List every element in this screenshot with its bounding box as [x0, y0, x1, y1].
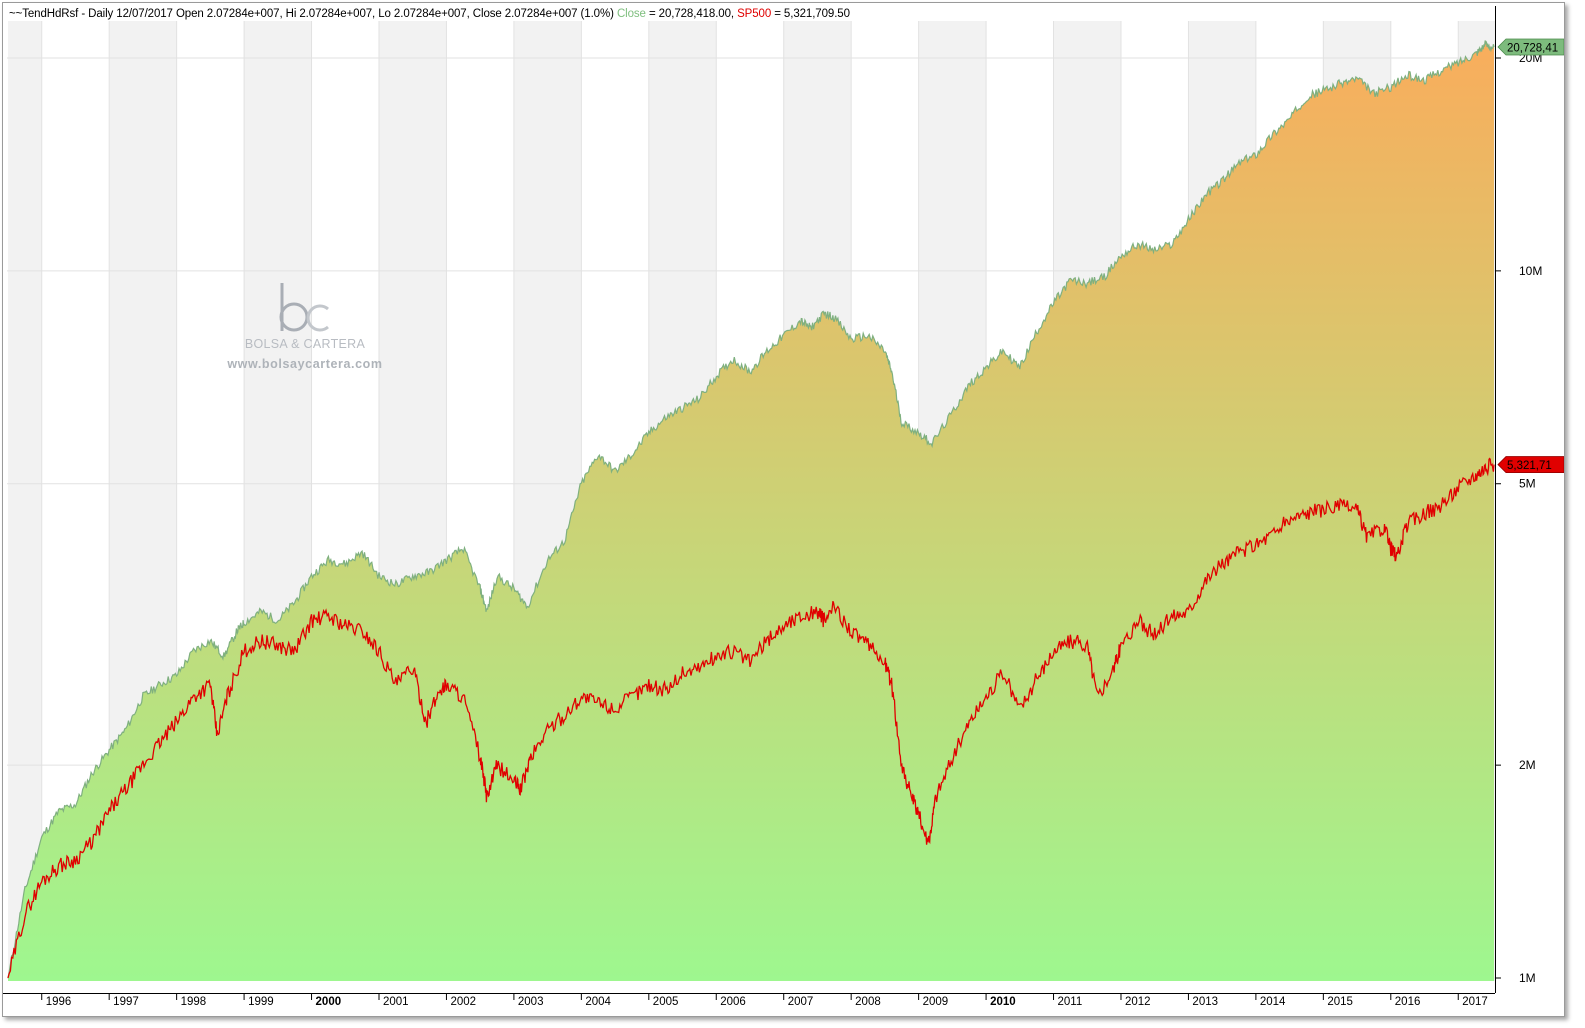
- x-tick-label: 2015: [1327, 996, 1353, 1008]
- x-tick-label: 2008: [855, 996, 881, 1008]
- x-tick-label: 2016: [1395, 996, 1421, 1008]
- x-tick-label: 2005: [653, 996, 679, 1008]
- x-tick-label: 2001: [383, 996, 409, 1008]
- chart-header: ~~TendHdRsf - Daily 12/07/2017 Open 2.07…: [9, 8, 850, 20]
- header-close-label: Close: [616, 8, 646, 20]
- badge-close: 20,728,41: [1497, 38, 1564, 56]
- x-tick-label: 2003: [518, 996, 544, 1008]
- x-tick-label: 1998: [181, 996, 207, 1008]
- y-tick-label: 2M: [1519, 758, 1536, 772]
- x-tick-label: 2007: [788, 996, 814, 1008]
- badge-sp500: 5,321,71: [1497, 456, 1564, 473]
- x-tick-label: 2011: [1058, 996, 1083, 1008]
- header-close-value: = 20,728,418.00,: [645, 8, 738, 20]
- x-tick-label: 2014: [1260, 996, 1286, 1008]
- x-tick-label: 2009: [923, 996, 949, 1008]
- badge-shape: [1497, 456, 1564, 473]
- x-tick-label: 2012: [1125, 996, 1151, 1008]
- series-sp500-line: [7, 457, 1495, 979]
- x-tick-label: 2006: [720, 996, 746, 1008]
- badge-label: 20,728,41: [1507, 43, 1558, 55]
- header-sp500-label: SP500: [737, 8, 772, 20]
- y-tick-label: 5M: [1519, 477, 1536, 491]
- y-tick-label: 1M: [1519, 971, 1536, 985]
- header-prefix: ~~TendHdRsf - Daily 12/07/2017 Open 2.07…: [9, 8, 614, 20]
- axes: [3, 6, 1501, 994]
- x-tick-label: 2002: [450, 996, 476, 1008]
- x-tick-label: 2010: [990, 996, 1016, 1008]
- x-tick-label: 2004: [585, 996, 611, 1008]
- x-tick-label: 2017: [1462, 996, 1488, 1008]
- chart-frame: 1996 1997 1998 1999 2000 2001 2002 2003 2004 2005…: [2, 2, 1565, 1017]
- x-axis-labels: 1996 1997 1998 1999 2000 2001 2002 2003 2004 2005…: [41, 993, 1488, 1008]
- series-close-area: [8, 40, 1494, 981]
- x-tick-label: 2013: [1192, 996, 1218, 1008]
- last-value-badges: 20,728,41 5,321,71: [1497, 38, 1564, 473]
- x-tick-label: 1996: [46, 996, 72, 1008]
- year-band: [8, 21, 42, 981]
- chart-canvas: 1996 1997 1998 1999 2000 2001 2002 2003 2004 2005…: [3, 6, 1564, 1008]
- series-close-line: [7, 40, 1495, 979]
- header-sp500-value: = 5,321,709.50: [771, 8, 850, 20]
- series-layer: [7, 40, 1495, 981]
- x-tick-label: 2000: [316, 996, 342, 1008]
- badge-label: 5,321,71: [1507, 460, 1552, 472]
- x-tick-label: 1999: [248, 996, 274, 1008]
- x-tick-label: 1997: [113, 996, 139, 1008]
- badge-shape: [1497, 38, 1564, 56]
- y-tick-label: 10M: [1519, 264, 1542, 278]
